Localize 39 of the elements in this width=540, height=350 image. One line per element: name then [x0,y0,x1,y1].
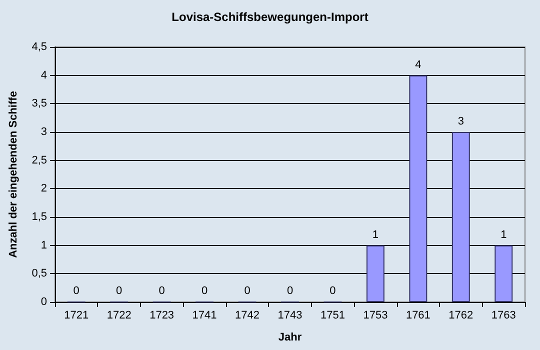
x-tick-label: 1763 [491,310,516,322]
data-label: 4 [415,58,422,71]
x-tick-label: 1761 [406,310,430,322]
data-label: 1 [500,228,507,241]
y-tick-label: 2,5 [32,154,47,166]
bar [409,75,428,302]
data-label: 1 [372,228,379,241]
bar [494,245,513,302]
data-label: 0 [286,285,294,297]
y-axis-title: Anzahl der eingehenden Schiffe [8,91,20,258]
x-tick-label: 1743 [278,310,302,322]
x-tick-label: 1751 [320,310,345,322]
y-tick-label: 0 [40,296,47,308]
x-tick-label: 1753 [363,310,388,322]
data-label: 0 [116,285,122,297]
chart-title: Lovisa-Schiffsbewegungen-Import [172,10,368,24]
x-tick-label: 1742 [235,310,260,322]
data-label: 0 [244,285,250,297]
bar [366,245,384,302]
y-tick-label: 1,5 [32,211,47,223]
y-tick-label: 4 [40,69,47,82]
x-axis-title: Jahr [278,332,302,344]
x-tick-label: 1741 [192,310,217,322]
data-label: 0 [73,285,80,297]
data-label: 0 [201,285,208,297]
y-tick-label: 0,5 [32,268,47,280]
bar [452,132,470,302]
data-label: 0 [158,285,165,297]
x-tick-label: 1723 [150,310,174,322]
x-tick-label: 1721 [64,310,89,322]
y-tick-label: 4,5 [32,41,47,53]
y-tick-label: 2 [40,182,47,195]
y-tick-label: 1 [40,239,47,252]
x-tick-label: 1722 [106,310,132,322]
data-label: 3 [458,116,464,128]
y-tick-label: 3,5 [32,98,47,110]
data-label: 0 [330,285,336,297]
x-tick-label: 1762 [448,310,474,322]
y-tick-label: 3 [40,126,47,138]
